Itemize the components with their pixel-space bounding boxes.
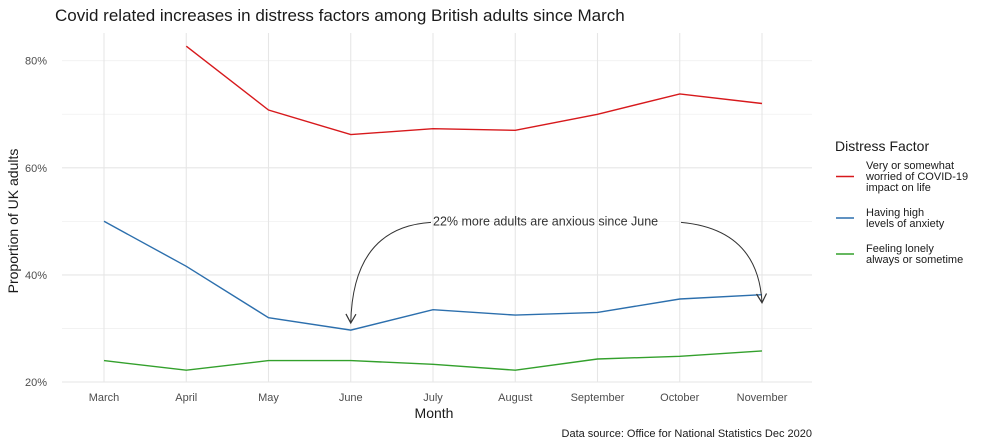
legend: Distress Factor Very or somewhat worried … xyxy=(835,138,968,266)
y-axis-title: Proportion of UK adults xyxy=(5,149,21,294)
chart-title: Covid related increases in distress fact… xyxy=(55,6,625,25)
series-lines xyxy=(103,45,763,371)
x-tick-label: June xyxy=(339,392,363,404)
legend-label-3: Feeling lonely always or sometime xyxy=(866,243,963,266)
legend-title: Distress Factor xyxy=(835,138,929,154)
y-tick-label: 80% xyxy=(25,56,47,68)
annotation: 22% more adults are anxious since June xyxy=(345,214,768,325)
x-tick-label: October xyxy=(660,392,699,404)
legend-label-2: Having high levels of anxiety xyxy=(866,207,945,230)
x-tick-label: March xyxy=(89,392,120,404)
x-tick-label: April xyxy=(175,392,197,404)
y-tick-label: 60% xyxy=(25,163,47,175)
legend-label-1: Very or somewhat worried of COVID-19 impac… xyxy=(865,160,968,194)
x-axis-ticks: March April May June July August September Octo… xyxy=(89,392,788,404)
x-axis-title: Month xyxy=(415,405,454,421)
series-line-2 xyxy=(103,220,763,331)
x-tick-label: September xyxy=(571,392,625,404)
y-tick-label: 40% xyxy=(25,270,47,282)
series-line-1 xyxy=(185,45,763,136)
annotation-text: 22% more adults are anxious since June xyxy=(433,214,658,228)
y-tick-label: 20% xyxy=(25,377,47,389)
x-tick-label: May xyxy=(258,392,279,404)
caption: Data source: Office for National Statist… xyxy=(562,428,812,440)
grid xyxy=(62,33,812,383)
annotation-arrow-right xyxy=(680,221,768,304)
x-tick-label: August xyxy=(498,392,532,404)
x-tick-label: July xyxy=(423,392,443,404)
x-tick-label: November xyxy=(737,392,788,404)
series-line-3 xyxy=(103,350,763,371)
annotation-arrow-left xyxy=(345,221,432,325)
y-axis-ticks: 20% 40% 60% 80% xyxy=(25,56,47,389)
